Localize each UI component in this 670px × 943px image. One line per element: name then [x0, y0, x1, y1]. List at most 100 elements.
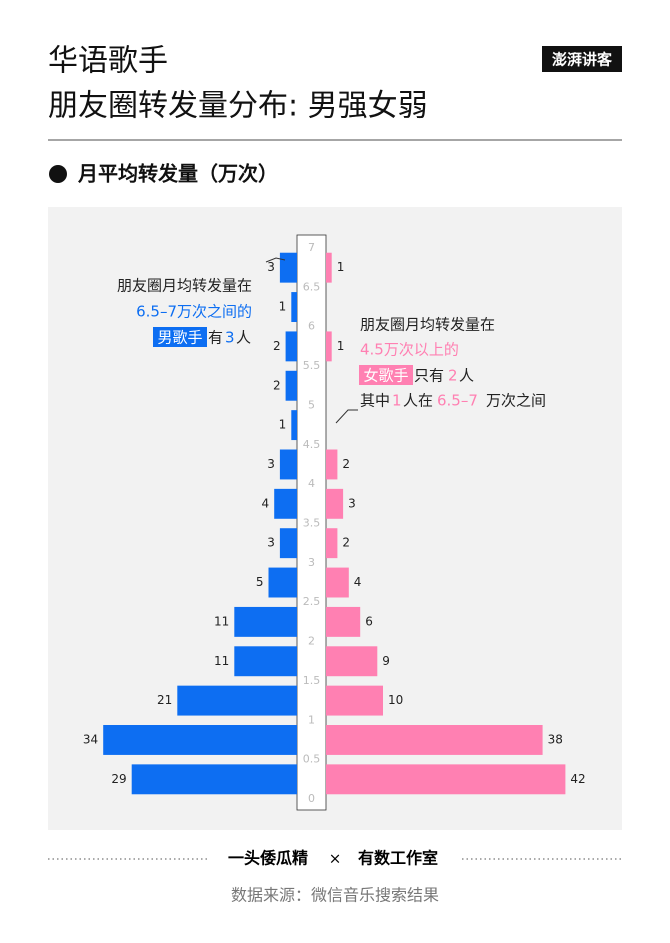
y-tick-label: 4	[308, 477, 315, 490]
bullet	[49, 165, 67, 183]
bar	[326, 252, 332, 283]
credit: 有数工作室	[358, 849, 438, 868]
y-tick-label: 3	[308, 556, 315, 569]
value-label: 2	[273, 339, 281, 353]
value-label: 38	[548, 732, 563, 746]
ann-seg: 1	[392, 392, 402, 410]
ann-seg: 男歌手	[157, 329, 202, 347]
value-label: 3	[267, 457, 275, 471]
y-tick-label: 0	[308, 792, 315, 805]
value-label: 11	[214, 654, 229, 668]
bar	[279, 252, 297, 283]
ann-seg: 人在	[403, 392, 433, 410]
axis-strip	[296, 234, 327, 811]
bar	[326, 567, 349, 598]
value-label: 3	[267, 536, 275, 550]
value-label: 1	[279, 300, 287, 314]
ann-seg: 女歌手	[363, 367, 408, 385]
highlight	[153, 327, 207, 347]
y-tick-label: 0.5	[303, 753, 321, 766]
value-label: 2	[342, 536, 350, 550]
ann-seg: 其中	[360, 392, 390, 410]
bar	[326, 488, 344, 519]
bar	[326, 606, 361, 637]
credit: 一头倭瓜精	[228, 849, 308, 868]
ann-line: 朋友圈月均转发量在	[360, 316, 495, 334]
value-label: 6	[365, 614, 373, 628]
y-tick-label: 5	[308, 398, 315, 411]
bar	[234, 646, 297, 677]
highlight	[359, 365, 413, 385]
value-label: 1	[337, 339, 345, 353]
bar	[274, 488, 297, 519]
y-tick-label: 7	[308, 241, 315, 254]
value-label: 42	[570, 772, 585, 786]
title: 华语歌手	[48, 44, 168, 79]
bar	[326, 764, 566, 795]
bar	[279, 528, 297, 559]
subtitle: 月平均转发量（万次）	[77, 162, 278, 186]
bar	[326, 449, 338, 480]
bar	[285, 370, 297, 401]
bar	[291, 410, 297, 441]
y-tick-label: 6	[308, 320, 315, 333]
bar	[291, 292, 297, 322]
value-label: 21	[157, 693, 172, 707]
credit: ×	[329, 850, 342, 868]
y-tick-label: 3.5	[303, 517, 321, 530]
value-label: 34	[83, 732, 98, 746]
bar	[279, 449, 297, 480]
bar	[285, 331, 297, 362]
ann-seg: 2	[448, 367, 458, 385]
bar	[268, 567, 297, 598]
y-tick-label: 2.5	[303, 595, 321, 608]
value-label: 11	[214, 614, 229, 628]
y-tick-label: 2	[308, 635, 315, 648]
value-label: 3	[267, 260, 275, 274]
value-label: 9	[382, 654, 390, 668]
bar	[234, 606, 297, 637]
bar	[103, 725, 297, 755]
value-label: 1	[279, 418, 287, 432]
value-label: 1	[337, 260, 345, 274]
y-tick-label: 1	[308, 713, 315, 726]
bar	[326, 331, 332, 362]
value-label: 4	[262, 496, 270, 510]
value-label: 3	[348, 496, 356, 510]
y-tick-label: 4.5	[303, 438, 321, 451]
y-tick-label: 5.5	[303, 359, 321, 372]
logo: 澎湃讲客	[552, 51, 613, 69]
bar	[131, 764, 297, 795]
right-annotation: 朋友圈月均转发量在 4.5万次以上的 女歌手 只有 2 人 其中 1 人在 6.…	[359, 316, 546, 410]
ann-seg: 人	[459, 367, 474, 385]
bar	[326, 528, 338, 559]
value-label: 10	[388, 693, 403, 707]
value-label: 4	[354, 575, 362, 589]
ann-line: 朋友圈月均转发量在	[117, 277, 252, 295]
source: 数据来源：微信音乐搜索结果	[231, 886, 439, 905]
bar	[326, 725, 543, 755]
title: 朋友圈转发量分布: 男强女弱	[48, 89, 428, 124]
y-tick-label: 1.5	[303, 674, 321, 687]
value-label: 2	[342, 457, 350, 471]
ann-seg: 有	[208, 329, 223, 347]
value-label: 29	[111, 772, 126, 786]
ann-line: 4.5万次以上的	[360, 341, 459, 359]
left-annotation: 朋友圈月均转发量在 6.5–7万次之间的 男歌手 有 3 人	[117, 277, 252, 347]
ann-line: 6.5–7万次之间的	[136, 303, 252, 321]
ann-seg: 万次之间	[486, 392, 546, 410]
value-label: 2	[273, 378, 281, 392]
logo-box	[542, 46, 622, 72]
ann-seg: 6.5–7	[437, 392, 478, 410]
ann-seg: 3	[225, 329, 235, 347]
leader	[265, 257, 286, 263]
value-label: 5	[256, 575, 264, 589]
leader	[335, 409, 358, 424]
ann-seg: 只有	[414, 367, 444, 385]
y-tick-label: 6.5	[303, 280, 321, 293]
ann-seg: 人	[236, 329, 251, 347]
bar	[326, 646, 378, 677]
chart: 00.511.522.533.544.555.566.5729342111115…	[83, 241, 586, 805]
bar	[326, 685, 383, 716]
